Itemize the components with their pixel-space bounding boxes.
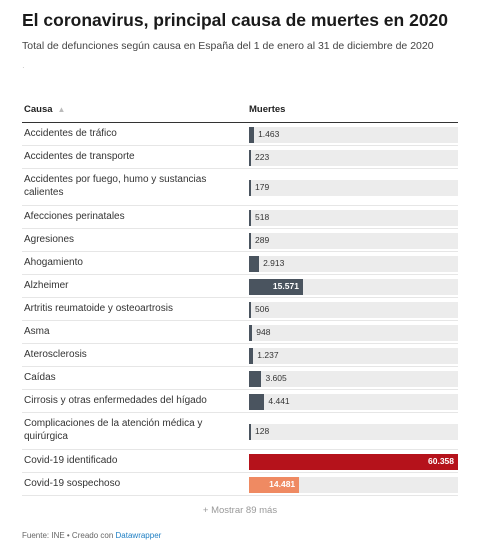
bar-track: 4.441: [249, 393, 458, 410]
table-row: Artritis reumatoide y osteoartrosis 506: [22, 298, 458, 321]
table-row: Complicaciones de la atención médica y q…: [22, 413, 458, 450]
bar-track: 14.481: [249, 476, 458, 493]
chart-title: El coronavirus, principal causa de muert…: [22, 10, 449, 30]
cause-label: Cirrosis y otras enfermedades del hígado: [24, 395, 207, 406]
bar-track: 518: [249, 209, 458, 226]
bar: [249, 476, 300, 493]
table-row: Accidentes de tráfico 1.463: [22, 123, 458, 146]
bar: [249, 126, 255, 143]
cause-label: Agresiones: [24, 234, 75, 245]
cause-label: Caídas: [24, 372, 56, 383]
value-label: 128: [255, 425, 270, 436]
cause-label: Covid-19 identificado: [24, 455, 118, 466]
cause-label: Artritis reumatoide y osteoartrosis: [24, 303, 173, 314]
table-row: Accidentes de transporte 223: [22, 146, 458, 169]
column-header-deaths[interactable]: Muertes: [249, 104, 286, 115]
bar: [249, 423, 251, 440]
table-row: Asma 948: [22, 321, 458, 344]
cause-label: Covid-19 sospechoso: [24, 478, 121, 489]
bar: [249, 324, 253, 341]
column-header-cause[interactable]: Causa ▲: [24, 104, 65, 115]
table-row: Cirrosis y otras enfermedades del hígado…: [22, 390, 458, 413]
bar-track: 1.463: [249, 126, 458, 143]
bar-track: 128: [249, 423, 458, 440]
table-row: Caídas 3.605: [22, 367, 458, 390]
bar: [249, 209, 251, 226]
value-label: 14.481: [269, 478, 296, 489]
cause-label: Asma: [24, 326, 50, 337]
footer-source: Fuente: INE • Creado con: [22, 531, 116, 540]
bar: [249, 370, 262, 387]
table-row: Covid-19 sospechoso 14.481: [22, 473, 458, 496]
bar-track: 2.913: [249, 255, 458, 272]
cause-label: Ahogamiento: [24, 257, 83, 268]
cause-label: Afecciones perinatales: [24, 211, 125, 222]
sort-arrow-icon[interactable]: ▲: [57, 105, 66, 114]
value-label: 179: [255, 181, 270, 192]
table-row: Accidentes por fuego, humo y sustancias …: [22, 169, 458, 206]
bar-track: 15.571: [249, 278, 458, 295]
separator-dot: ·: [22, 63, 25, 72]
value-label: 506: [255, 303, 270, 314]
cause-label: Aterosclerosis: [24, 349, 87, 360]
value-label: 948: [256, 326, 271, 337]
value-label: 3.605: [265, 372, 287, 383]
chart-subtitle: Total de defunciones según causa en Espa…: [22, 40, 434, 52]
table-row: Alzheimer 15.571: [22, 275, 458, 298]
datawrapper-link[interactable]: Datawrapper: [115, 531, 162, 540]
table-row: Covid-19 identificado 60.358: [22, 450, 458, 473]
value-label: 289: [255, 234, 270, 245]
bar: [249, 301, 251, 318]
table-row: Ahogamiento 2.913: [22, 252, 458, 275]
bar-track: 60.358: [249, 453, 458, 470]
table-body: Accidentes de tráfico 1.463 Accidentes de …: [22, 123, 458, 496]
bar: [249, 232, 251, 249]
value-label: 15.571: [272, 280, 299, 291]
bar: [249, 453, 458, 470]
cause-label: Accidentes de tráfico: [24, 128, 117, 139]
bar-track: 223: [249, 149, 458, 166]
footer: Fuente: INE • Creado con Datawrapper: [22, 531, 161, 540]
bar-track: 3.605: [249, 370, 458, 387]
cause-label: Accidentes por fuego, humo y sustancias …: [24, 174, 207, 198]
cause-label: Alzheimer: [24, 280, 69, 291]
table-row: Agresiones 289: [22, 229, 458, 252]
table-header: Causa ▲ Muertes: [22, 100, 458, 123]
column-header-cause-label: Causa: [24, 104, 53, 115]
bar: [249, 393, 265, 410]
bar: [249, 149, 251, 166]
bar-track: 1.237: [249, 347, 458, 364]
cause-label: Complicaciones de la atención médica y q…: [24, 418, 203, 442]
value-label: 223: [255, 151, 270, 162]
bar-track: 948: [249, 324, 458, 341]
table-row: Aterosclerosis 1.237: [22, 344, 458, 367]
cause-label: Accidentes de transporte: [24, 151, 135, 162]
value-label: 518: [255, 211, 270, 222]
bar: [249, 278, 303, 295]
bar-track: 506: [249, 301, 458, 318]
value-label: 1.237: [257, 349, 279, 360]
bar: [249, 347, 254, 364]
show-more-button[interactable]: + Mostrar 89 más: [202, 505, 278, 516]
value-label: 2.913: [263, 257, 285, 268]
bar: [249, 179, 251, 196]
value-label: 1.463: [258, 128, 280, 139]
bar-track: 179: [249, 179, 458, 196]
table-row: Afecciones perinatales 518: [22, 206, 458, 229]
bar: [249, 255, 260, 272]
value-label: 4.441: [268, 395, 290, 406]
value-label: 60.358: [428, 455, 454, 466]
bar-track: 289: [249, 232, 458, 249]
